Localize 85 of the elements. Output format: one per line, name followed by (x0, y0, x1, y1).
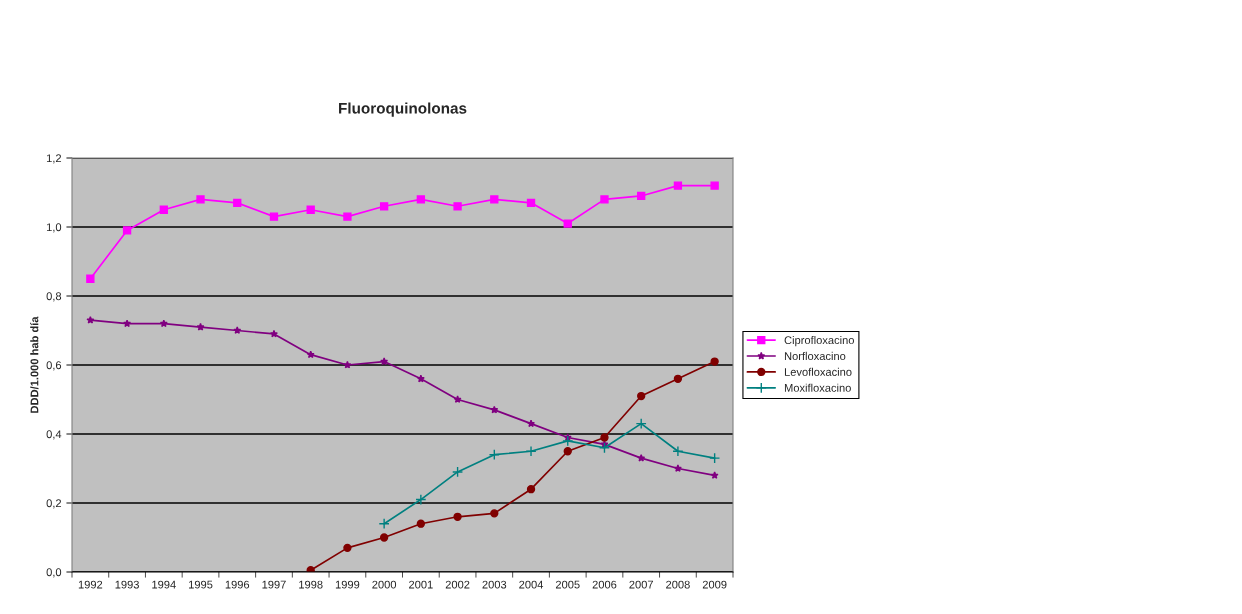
point (269, 329, 278, 338)
point (563, 447, 572, 456)
chart-title: Fluoroquinolonas (339, 102, 467, 117)
point (453, 512, 462, 521)
point (635, 418, 647, 430)
point (673, 464, 682, 473)
point (196, 322, 205, 331)
point (416, 195, 426, 204)
point (453, 202, 462, 211)
point (306, 205, 315, 214)
point (563, 219, 572, 228)
point (343, 543, 352, 553)
point (637, 391, 646, 401)
point (598, 442, 611, 454)
legend-label: Ciprofloxacino (784, 335, 854, 347)
y-tick-label: 1,2 (46, 154, 62, 164)
point (343, 360, 352, 369)
point (526, 198, 536, 208)
point (490, 509, 499, 518)
point (196, 195, 205, 204)
x-tick-label: 2000 (372, 580, 397, 589)
point (378, 518, 390, 530)
point (637, 191, 646, 201)
point (525, 445, 537, 457)
point (122, 226, 132, 235)
point (673, 374, 683, 383)
point (562, 435, 574, 447)
x-tick-label: 2006 (592, 580, 617, 589)
point (306, 350, 315, 359)
x-tick-label: 1997 (262, 580, 286, 589)
x-tick-label: 2008 (666, 580, 690, 589)
point (159, 205, 168, 214)
point (416, 374, 425, 383)
y-tick-label: 0,2 (46, 499, 62, 509)
point (710, 181, 719, 190)
point (123, 319, 132, 328)
point (379, 533, 389, 542)
point (233, 326, 242, 335)
x-tick-label: 1992 (78, 580, 103, 589)
x-tick-label: 1995 (189, 580, 213, 589)
legend-label: Moxifloxacino (784, 383, 851, 392)
x-tick-label: 2007 (629, 580, 653, 589)
y-tick-label: 0,6 (46, 361, 62, 371)
point (709, 452, 721, 464)
x-tick-label: 1994 (152, 580, 176, 589)
point (380, 357, 389, 366)
point (637, 453, 646, 462)
y-axis-title: DDD/1.000 hab día (30, 316, 39, 413)
point (269, 212, 279, 221)
legend-label: Norfloxacino (784, 351, 846, 361)
point (86, 274, 95, 283)
x-tick-label: 2004 (519, 580, 544, 589)
point (673, 181, 683, 190)
point (159, 319, 168, 328)
point (415, 493, 427, 506)
point (453, 395, 462, 404)
point (343, 212, 352, 221)
point (672, 445, 684, 457)
y-tick-label: 0,8 (46, 292, 62, 302)
point (452, 466, 464, 478)
x-tick-label: 1993 (115, 580, 139, 589)
point (710, 471, 719, 479)
point (233, 198, 242, 208)
x-tick-label: 2001 (409, 580, 433, 589)
y-tick-label: 0,4 (46, 430, 62, 440)
x-tick-label: 2009 (702, 580, 727, 589)
x-tick-label: 1999 (335, 580, 360, 589)
point (600, 195, 609, 204)
x-tick-label: 2005 (555, 580, 580, 589)
point (526, 485, 536, 494)
point (86, 315, 95, 324)
point (710, 357, 719, 366)
point (490, 195, 499, 204)
point (488, 449, 500, 461)
x-tick-label: 2002 (445, 580, 470, 589)
y-tick-label: 0,0 (46, 568, 62, 578)
point (379, 202, 389, 211)
point (600, 433, 609, 442)
legend-label: Levofloxacino (784, 367, 852, 376)
x-tick-label: 1996 (225, 580, 250, 589)
x-tick-label: 2003 (482, 580, 507, 589)
point (490, 405, 499, 414)
point (416, 519, 426, 528)
y-tick-label: 1,0 (46, 223, 62, 233)
x-tick-label: 1998 (299, 580, 323, 589)
